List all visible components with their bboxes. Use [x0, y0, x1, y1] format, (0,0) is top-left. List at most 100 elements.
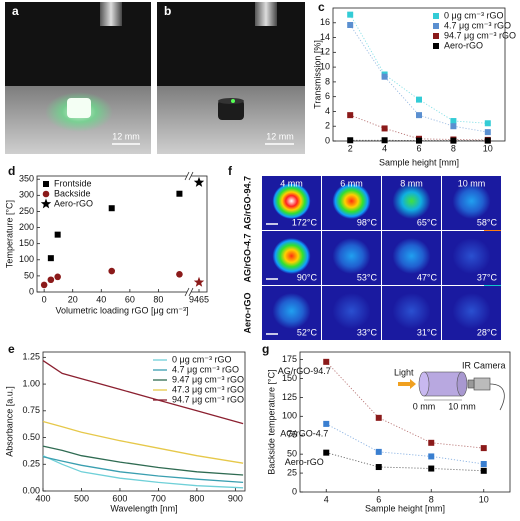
marker: [416, 112, 422, 118]
y-tick-label: 1.25: [22, 352, 40, 362]
marker: [347, 12, 353, 18]
x-tick-label: 8: [451, 143, 456, 153]
panel-letter: c: [318, 0, 325, 14]
temperature-label: 58°C: [477, 217, 498, 227]
column-label: 4 mm: [280, 178, 303, 188]
y-tick-label: 12: [320, 47, 330, 57]
thermal-spot: [273, 183, 311, 219]
y-tick-label: 175: [282, 354, 297, 364]
x-tick-label: 2: [348, 143, 353, 153]
temperature-label: 65°C: [417, 217, 438, 227]
y-tick-label: 200: [19, 222, 34, 232]
temperature-label: 31°C: [417, 327, 438, 337]
x-tick-label: 4: [382, 143, 387, 153]
marker: [450, 123, 456, 129]
temperature-label: 33°C: [357, 327, 378, 337]
marker: [323, 359, 329, 365]
scale-bar-label: 12 mm: [112, 131, 140, 141]
thermal-spot: [333, 293, 371, 329]
y-axis-label: Absorbance [a.u.]: [4, 386, 14, 457]
legend-label: 4.7 μg cm⁻³ rGO: [172, 364, 239, 374]
temperature-label: 90°C: [297, 272, 318, 282]
series-label: AG/rGO-94.7: [278, 366, 331, 376]
legend-label: Aero-rGO: [444, 40, 483, 50]
panel-letter: d: [8, 164, 15, 178]
thermal-spot: [393, 183, 431, 219]
legend-label: 94.7 μg cm⁻³ rGO: [444, 30, 516, 40]
series-line: [43, 457, 243, 483]
marker: [41, 282, 48, 289]
marker: [43, 181, 49, 187]
thermal-spot: [333, 238, 371, 274]
x-tick-label: 600: [112, 493, 127, 503]
thermal-spot: [273, 293, 311, 329]
marker: [382, 137, 388, 143]
thermal-spot: [273, 238, 311, 274]
series-line: [326, 453, 484, 471]
y-tick-label: 10: [320, 61, 330, 71]
legend-label: 47.3 μg cm⁻³ rGO: [172, 384, 244, 394]
marker: [450, 138, 456, 144]
panel-letter: b: [164, 4, 171, 18]
y-tick-label: 2: [325, 121, 330, 131]
marker: [376, 449, 382, 455]
thermal-spot: [453, 238, 491, 274]
temperature-label: 47°C: [417, 272, 438, 282]
thermal-spot: [393, 238, 431, 274]
marker: [347, 112, 353, 118]
marker: [433, 13, 439, 19]
legend-label: 94.7 μg cm⁻³ rGO: [172, 394, 244, 404]
inset-label: 0 mm: [413, 401, 436, 411]
marker: [433, 23, 439, 29]
thermal-spot: [393, 293, 431, 329]
series-label: Aero-rGO: [285, 457, 324, 467]
x-axis-label: Sample height [mm]: [379, 157, 459, 167]
marker: [433, 43, 439, 49]
row-label: AG/rGO-4.7: [242, 233, 252, 282]
marker: [55, 232, 61, 238]
y-axis-label: Backside temperature [°C]: [266, 369, 276, 474]
x-tick-label: 4: [324, 494, 329, 504]
y-tick-label: 50: [24, 270, 34, 280]
marker: [347, 137, 353, 143]
x-tick-label: 6: [416, 143, 421, 153]
y-tick-label: 0: [292, 486, 297, 496]
marker: [382, 74, 388, 80]
photo-a: a 12 mm: [5, 2, 151, 154]
legend-label: 4.7 μg cm⁻³ rGO: [444, 20, 511, 30]
marker: [41, 199, 51, 209]
marker: [48, 276, 55, 283]
x-tick-label: 6: [376, 494, 381, 504]
x-axis-label: Wavelength [nm]: [110, 503, 177, 513]
y-tick-label: 100: [282, 411, 297, 421]
marker: [428, 453, 434, 459]
x-tick-label: 400: [35, 493, 50, 503]
marker: [347, 22, 353, 28]
y-tick-label: 0.25: [22, 459, 40, 469]
series-line: [43, 422, 243, 464]
y-tick-label: 250: [19, 206, 34, 216]
y-tick-label: 1.00: [22, 378, 40, 388]
marker: [54, 274, 61, 281]
marker: [481, 461, 487, 467]
inset-label: 10 mm: [448, 401, 476, 411]
y-axis-label: Temperature [°C]: [4, 200, 14, 268]
temperature-label: 37°C: [477, 272, 498, 282]
y-tick-label: 6: [325, 91, 330, 101]
marker: [376, 415, 382, 421]
scale-bar-label: 12 mm: [266, 131, 294, 141]
marker: [194, 277, 204, 287]
marker: [108, 268, 115, 275]
inset-label: Light: [394, 367, 414, 377]
panel-letter: g: [262, 342, 269, 356]
thermal-spot: [453, 183, 491, 219]
y-tick-label: 0.50: [22, 432, 40, 442]
x-tick-label: 800: [189, 493, 204, 503]
temperature-label: 53°C: [357, 272, 378, 282]
marker: [428, 440, 434, 446]
x-tick-label: 8: [429, 494, 434, 504]
marker: [176, 271, 183, 278]
marker: [485, 138, 491, 144]
series-line: [43, 456, 243, 488]
